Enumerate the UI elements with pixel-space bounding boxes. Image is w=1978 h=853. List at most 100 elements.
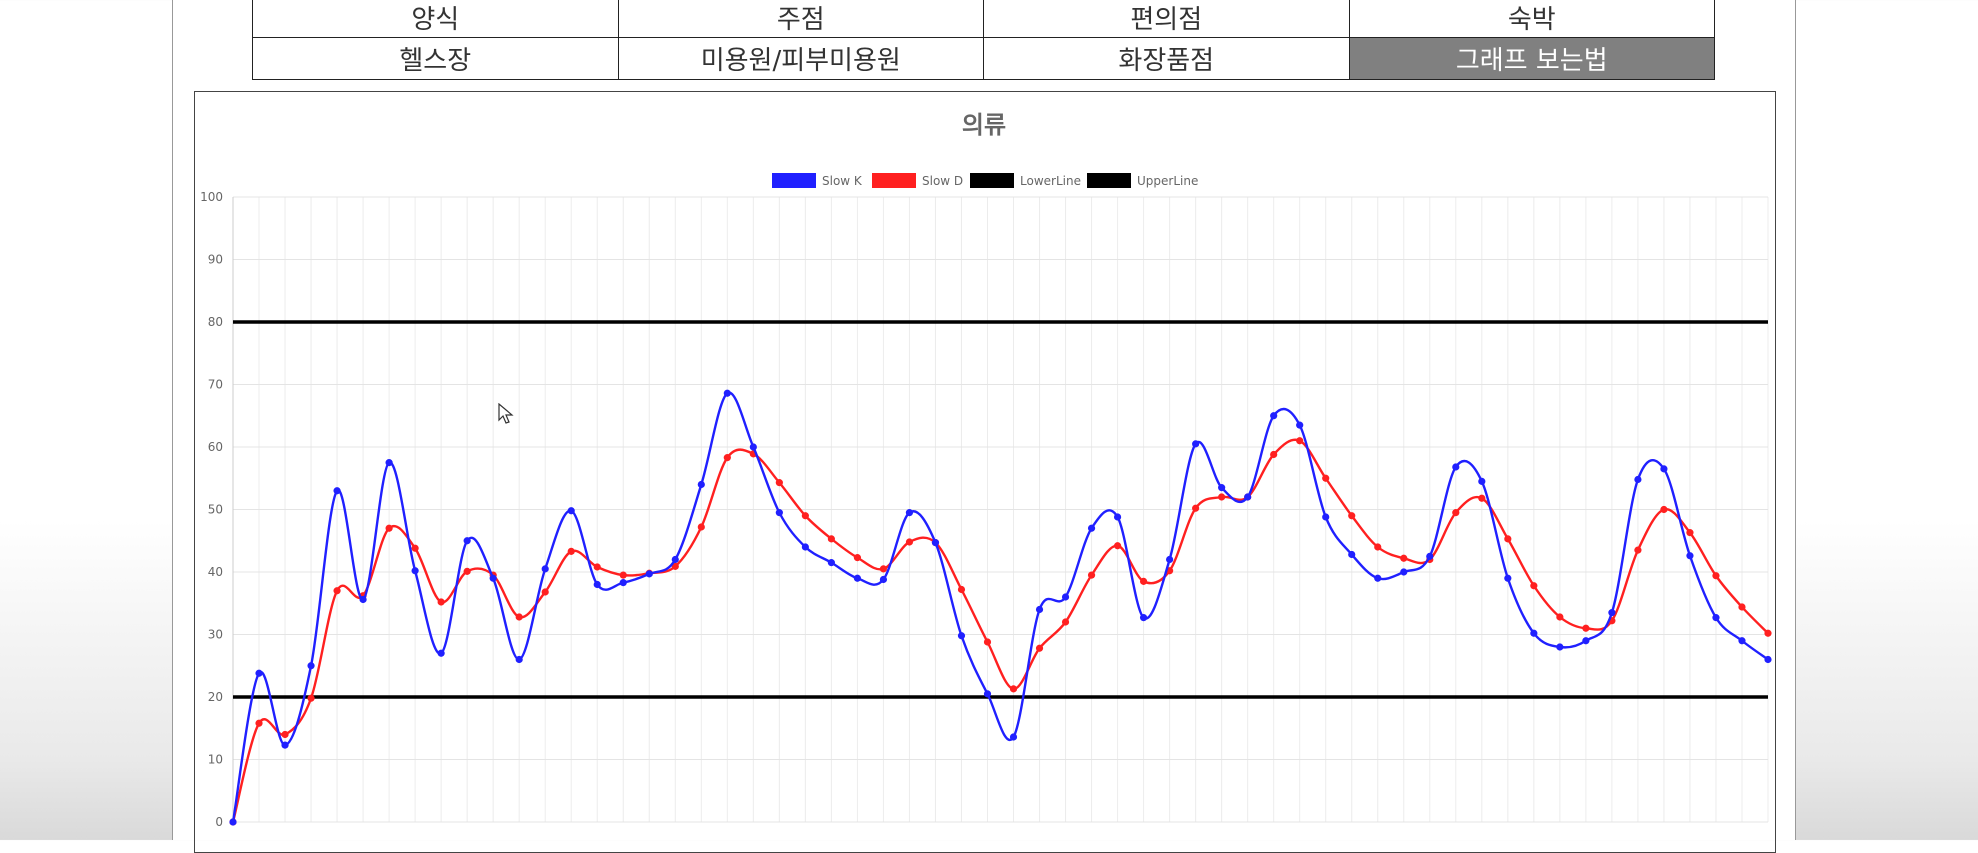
slow-d-point bbox=[905, 538, 914, 546]
nav-item-cosmetics-store[interactable]: 화장품점 bbox=[983, 36, 1350, 81]
slow-d-point bbox=[1400, 554, 1408, 562]
slow-d-point bbox=[281, 730, 289, 739]
slow-k-point bbox=[1582, 637, 1590, 645]
y-tick-label: 40 bbox=[208, 565, 223, 579]
slow-k-point bbox=[1608, 609, 1616, 617]
slow-k-point bbox=[1764, 655, 1772, 664]
slow-d-point bbox=[1452, 509, 1460, 517]
slow-k-point bbox=[1218, 484, 1226, 492]
slow-k-point bbox=[749, 443, 757, 451]
category-nav-table: 양식 주점 편의점 숙박 헬스장 미용원/피부미용원 화장품점 그래프 보는법 bbox=[252, 0, 1715, 81]
y-tick-label: 0 bbox=[215, 815, 223, 829]
slow-k-point bbox=[463, 537, 471, 545]
legend-label: Slow K bbox=[822, 174, 863, 188]
slow-d-point bbox=[1348, 512, 1356, 520]
slow-d-point bbox=[697, 523, 705, 531]
slow-d-point bbox=[515, 613, 523, 621]
legend-swatch bbox=[872, 173, 916, 188]
slow-d-point bbox=[1009, 685, 1018, 693]
slow-d-point bbox=[879, 565, 888, 573]
slow-d-point bbox=[1582, 624, 1590, 632]
slow-d-point bbox=[1712, 572, 1720, 580]
slow-k-point bbox=[1348, 550, 1356, 559]
slow-d-point bbox=[957, 585, 966, 594]
chart-title: 의류 bbox=[962, 111, 1006, 139]
slow-d-point bbox=[437, 598, 445, 606]
slow-d-point bbox=[1087, 571, 1096, 579]
y-tick-label: 100 bbox=[200, 190, 223, 204]
y-tick-label: 30 bbox=[208, 628, 223, 642]
slow-d-line bbox=[231, 438, 1769, 823]
slow-k-point bbox=[229, 818, 237, 826]
legend-label: UpperLine bbox=[1137, 174, 1198, 188]
slow-k-point bbox=[1712, 614, 1720, 622]
slow-k-point bbox=[489, 574, 497, 582]
slow-k-point bbox=[983, 690, 992, 698]
slow-k-point bbox=[1244, 493, 1252, 501]
slow-k-point bbox=[957, 632, 966, 640]
slow-k-point bbox=[359, 595, 367, 604]
y-tick-label: 80 bbox=[208, 315, 223, 329]
slow-d-point bbox=[1374, 543, 1382, 551]
slow-d-point bbox=[801, 512, 809, 520]
y-tick-label: 20 bbox=[208, 690, 223, 704]
nav-item-gym[interactable]: 헬스장 bbox=[252, 36, 619, 81]
slow-k-point bbox=[1738, 637, 1746, 645]
slow-d-point bbox=[1113, 542, 1122, 550]
slow-d-point bbox=[1738, 603, 1746, 611]
slow-k-point bbox=[1270, 412, 1278, 420]
slow-d-point bbox=[1556, 613, 1564, 621]
slow-k-point bbox=[255, 669, 263, 677]
legend-swatch bbox=[772, 173, 816, 188]
y-tick-label: 70 bbox=[208, 378, 223, 392]
slow-k-point bbox=[333, 487, 341, 495]
slow-k-point bbox=[1374, 574, 1382, 582]
slow-k-point bbox=[307, 662, 315, 670]
legend-label: LowerLine bbox=[1020, 174, 1081, 188]
slow-k-point bbox=[1087, 524, 1096, 532]
slow-k-point bbox=[1660, 465, 1668, 473]
slow-k-point bbox=[801, 543, 809, 551]
slow-k-point bbox=[541, 565, 549, 573]
page-container bbox=[172, 0, 1796, 840]
slow-k-point bbox=[1166, 555, 1174, 564]
slow-d-point bbox=[1530, 582, 1538, 590]
slow-d-point bbox=[307, 694, 315, 702]
slow-d-point bbox=[1296, 437, 1304, 445]
slow-k-point bbox=[1192, 440, 1200, 448]
slow-d-point bbox=[1478, 494, 1486, 502]
slow-d-point bbox=[1035, 644, 1044, 652]
slow-d-point bbox=[1218, 493, 1226, 501]
slow-k-point bbox=[1478, 477, 1486, 485]
slow-d-point bbox=[1504, 535, 1512, 543]
nav-item-lodging[interactable]: 숙박 bbox=[1348, 0, 1715, 38]
slow-k-point bbox=[515, 655, 523, 664]
slow-d-point bbox=[1139, 577, 1148, 585]
slow-d-point bbox=[385, 524, 393, 532]
slow-d-point bbox=[411, 544, 419, 552]
slow-k-point bbox=[619, 579, 627, 587]
slow-k-point bbox=[1530, 629, 1538, 637]
slow-d-point bbox=[593, 563, 601, 571]
slow-d-point bbox=[1764, 629, 1772, 637]
slow-d-point bbox=[1322, 474, 1330, 482]
slow-d-point bbox=[1270, 450, 1278, 459]
y-tick-label: 50 bbox=[208, 503, 223, 517]
slow-k-point bbox=[1504, 574, 1512, 582]
slow-k-point bbox=[281, 741, 289, 749]
slow-d-point bbox=[1660, 505, 1668, 514]
slow-k-point bbox=[1400, 568, 1408, 576]
slow-d-point bbox=[723, 454, 731, 462]
slow-k-point bbox=[411, 567, 419, 575]
slow-k-point bbox=[827, 559, 835, 567]
slow-d-point bbox=[671, 562, 679, 570]
slow-d-point bbox=[463, 567, 471, 575]
slow-d-point bbox=[983, 638, 992, 646]
slow-k-point bbox=[671, 555, 679, 564]
nav-item-how-to-read-graph[interactable]: 그래프 보는법 bbox=[1348, 36, 1715, 81]
slow-d-point bbox=[567, 547, 575, 555]
slow-k-point bbox=[567, 507, 575, 515]
nav-item-beauty-salon[interactable]: 미용원/피부미용원 bbox=[617, 36, 984, 81]
slow-k-point bbox=[697, 480, 705, 489]
slow-k-point bbox=[1061, 593, 1070, 601]
